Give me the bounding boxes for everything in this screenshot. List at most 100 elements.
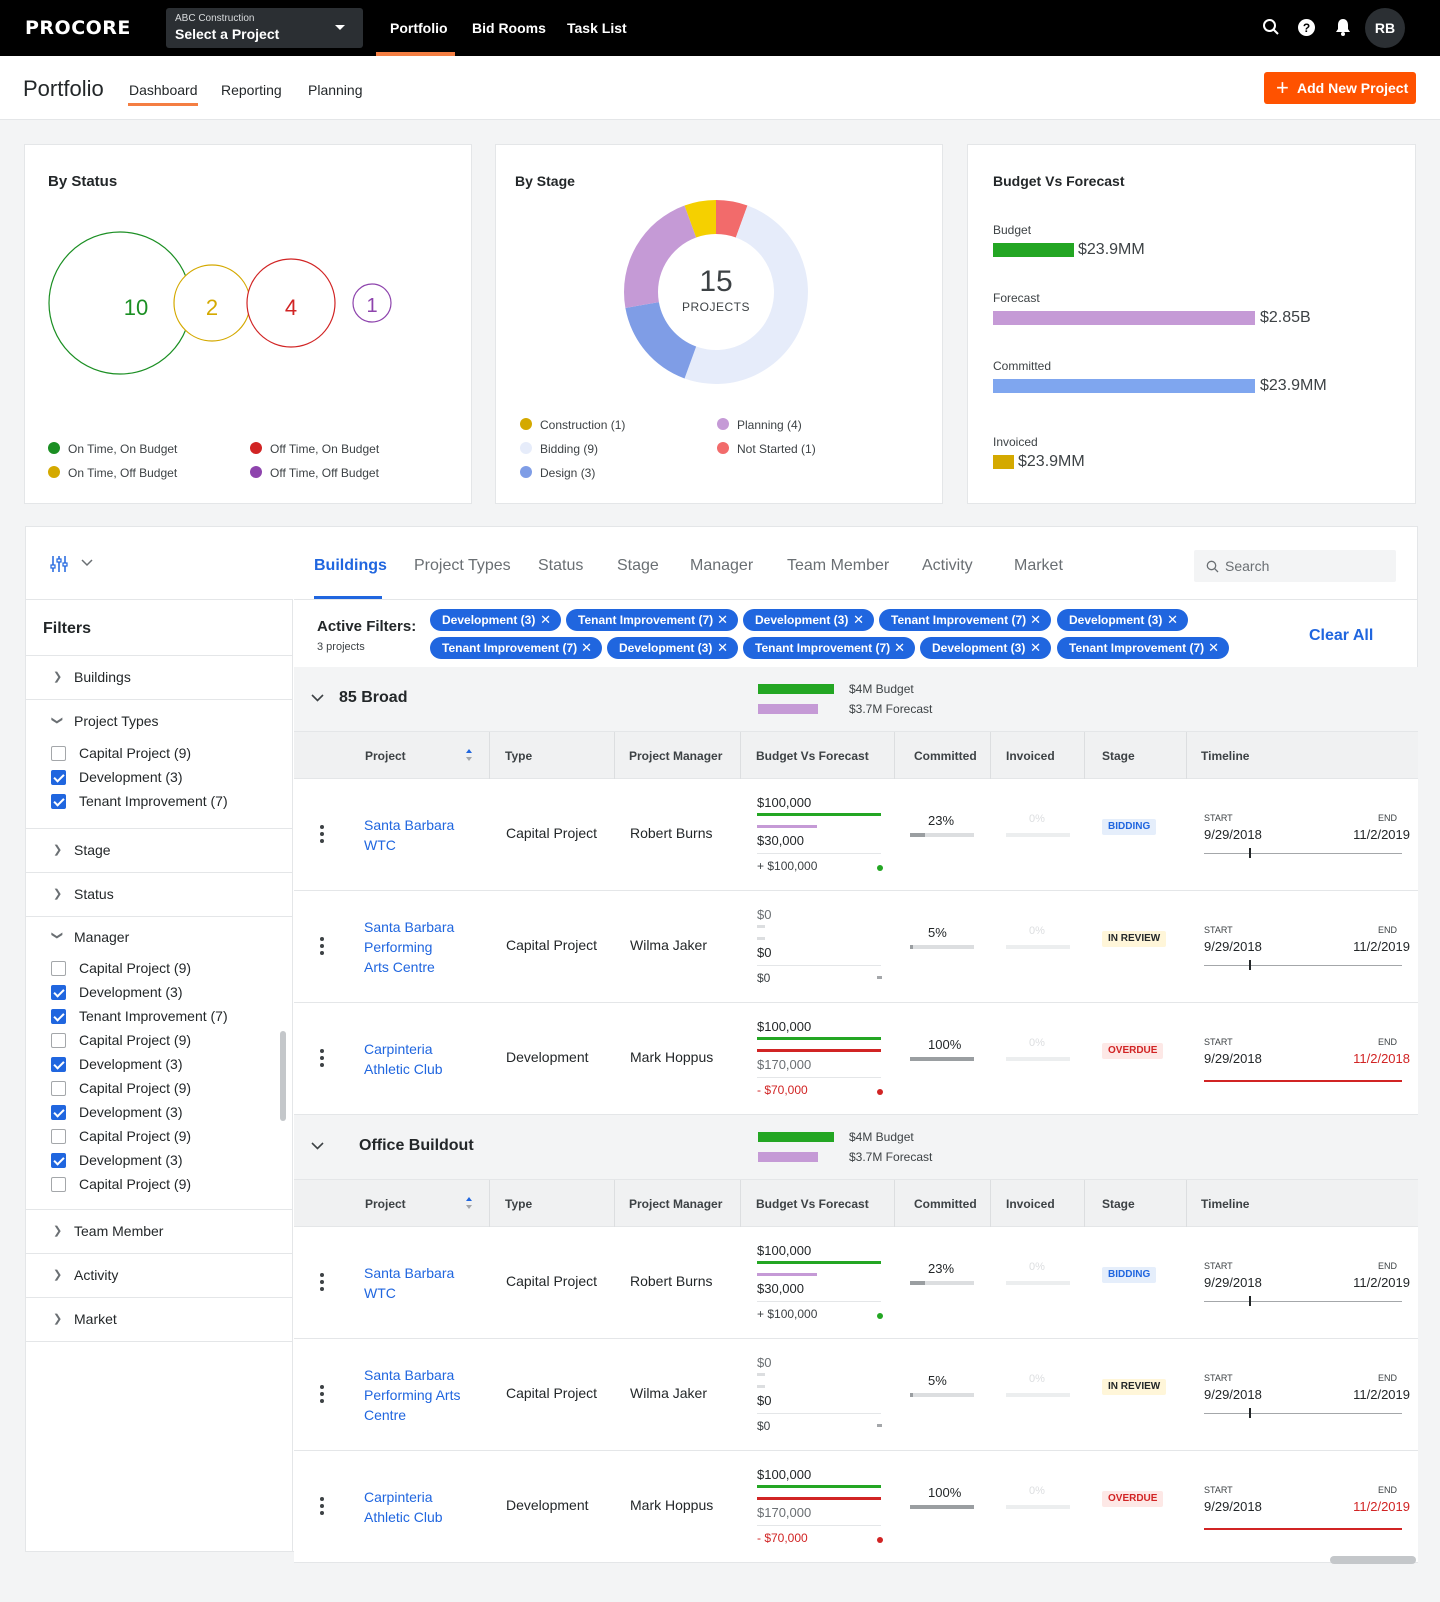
- filter-chip[interactable]: Tenant Improvement (7) ✕: [430, 637, 602, 659]
- filter-chip[interactable]: Development (3) ✕: [743, 609, 874, 631]
- nav-bid-rooms[interactable]: Bid Rooms: [472, 20, 546, 36]
- sort-icon[interactable]: [465, 748, 473, 762]
- filter-chip[interactable]: Tenant Improvement (7) ✕: [879, 609, 1051, 631]
- filter-chip[interactable]: Development (3) ✕: [920, 637, 1051, 659]
- column-header[interactable]: Timeline: [1201, 749, 1250, 763]
- checkbox-checked[interactable]: [51, 985, 66, 1000]
- tab-buildings[interactable]: Buildings: [314, 557, 387, 574]
- tab-dashboard[interactable]: Dashboard: [129, 82, 198, 98]
- nav-task-list[interactable]: Task List: [567, 20, 627, 36]
- close-icon[interactable]: ✕: [581, 640, 592, 655]
- project-link[interactable]: Santa Barbara WTC: [364, 815, 479, 855]
- column-header[interactable]: Committed: [914, 1197, 977, 1211]
- filter-chip[interactable]: Development (3) ✕: [1057, 609, 1188, 631]
- checkbox-checked[interactable]: [51, 770, 66, 785]
- column-header[interactable]: Invoiced: [1006, 1197, 1055, 1211]
- tab-planning[interactable]: Planning: [308, 82, 363, 98]
- tab-team-member[interactable]: Team Member: [787, 557, 890, 574]
- close-icon[interactable]: ✕: [1208, 640, 1219, 655]
- column-header[interactable]: Type: [505, 749, 533, 763]
- column-header[interactable]: Stage: [1102, 749, 1135, 763]
- tab-status[interactable]: Status: [538, 557, 584, 574]
- filter-section-team-member[interactable]: ❯ Team Member: [26, 1210, 293, 1254]
- column-header[interactable]: Committed: [914, 749, 977, 763]
- filter-section-label[interactable]: Project Types: [74, 713, 159, 729]
- checkbox-checked[interactable]: [51, 1153, 66, 1168]
- project-link[interactable]: Carpinteria Athletic Club: [364, 1487, 479, 1527]
- filter-chip[interactable]: Tenant Improvement (7) ✕: [566, 609, 738, 631]
- close-icon[interactable]: ✕: [717, 640, 728, 655]
- tab-reporting[interactable]: Reporting: [221, 82, 282, 98]
- nav-portfolio[interactable]: Portfolio: [390, 20, 448, 36]
- more-actions-icon[interactable]: [320, 1049, 324, 1070]
- close-icon[interactable]: ✕: [853, 612, 864, 627]
- filter-section-buildings[interactable]: ❯ Buildings: [26, 656, 293, 700]
- building-group-header[interactable]: Office Buildout $4M Budget $3.7M Forecas…: [294, 1115, 1418, 1179]
- project-link[interactable]: Santa Barbara Performing Arts Centre: [364, 917, 479, 977]
- chevron-down-icon[interactable]: ❯: [51, 715, 64, 726]
- column-header[interactable]: Project: [365, 749, 406, 763]
- filter-section-stage[interactable]: ❯ Stage: [26, 829, 293, 873]
- filter-section-label[interactable]: Manager: [74, 929, 130, 945]
- checkbox[interactable]: [51, 1033, 66, 1048]
- column-header[interactable]: Budget Vs Forecast: [756, 749, 869, 763]
- chevron-down-icon[interactable]: ❯: [51, 930, 64, 941]
- add-new-project-button[interactable]: + Add New Project: [1264, 72, 1416, 104]
- project-link[interactable]: Santa Barbara WTC: [364, 1263, 479, 1303]
- chevron-down-icon[interactable]: [311, 1142, 324, 1150]
- filter-section-activity[interactable]: ❯ Activity: [26, 1254, 293, 1298]
- column-header[interactable]: Invoiced: [1006, 749, 1055, 763]
- checkbox-checked[interactable]: [51, 794, 66, 809]
- column-header[interactable]: Type: [505, 1197, 533, 1211]
- building-group-header[interactable]: 85 Broad $4M Budget $3.7M Forecast: [294, 667, 1418, 731]
- chevron-down-icon[interactable]: [81, 559, 93, 567]
- search-input[interactable]: Search: [1194, 550, 1396, 582]
- close-icon[interactable]: ✕: [894, 640, 905, 655]
- checkbox-checked[interactable]: [51, 1105, 66, 1120]
- project-link[interactable]: Santa Barbara Performing Arts Centre: [364, 1365, 479, 1425]
- more-actions-icon[interactable]: [320, 937, 324, 958]
- filter-settings-icon[interactable]: [50, 555, 68, 573]
- tab-stage[interactable]: Stage: [617, 557, 659, 574]
- project-select[interactable]: ABC Construction Select a Project: [166, 8, 363, 48]
- filter-chip[interactable]: Tenant Improvement (7) ✕: [1057, 637, 1229, 659]
- close-icon[interactable]: ✕: [540, 612, 551, 627]
- project-link[interactable]: Carpinteria Athletic Club: [364, 1039, 479, 1079]
- procore-logo[interactable]: PROCORE: [25, 17, 131, 39]
- clear-all-link[interactable]: Clear All: [1309, 627, 1374, 644]
- tab-activity[interactable]: Activity: [922, 557, 973, 574]
- checkbox[interactable]: [51, 1177, 66, 1192]
- chevron-down-icon[interactable]: [311, 694, 324, 702]
- search-icon[interactable]: [1262, 18, 1280, 36]
- column-header[interactable]: Timeline: [1201, 1197, 1250, 1211]
- column-header[interactable]: Project: [365, 1197, 406, 1211]
- checkbox[interactable]: [51, 961, 66, 976]
- user-avatar[interactable]: RB: [1365, 8, 1405, 48]
- checkbox[interactable]: [51, 1081, 66, 1096]
- more-actions-icon[interactable]: [320, 825, 324, 846]
- filter-chip[interactable]: Development (3) ✕: [607, 637, 738, 659]
- checkbox-checked[interactable]: [51, 1009, 66, 1024]
- checkbox[interactable]: [51, 1129, 66, 1144]
- close-icon[interactable]: ✕: [717, 612, 728, 627]
- checkbox-checked[interactable]: [51, 1057, 66, 1072]
- filter-chip[interactable]: Development (3) ✕: [430, 609, 561, 631]
- more-actions-icon[interactable]: [320, 1385, 324, 1406]
- help-icon[interactable]: ?: [1298, 19, 1315, 36]
- column-header[interactable]: Stage: [1102, 1197, 1135, 1211]
- filter-section-status[interactable]: ❯ Status: [26, 873, 293, 917]
- filters-scrollbar[interactable]: [280, 1031, 286, 1121]
- filter-chip[interactable]: Tenant Improvement (7) ✕: [743, 637, 915, 659]
- column-header[interactable]: Project Manager: [629, 1197, 723, 1211]
- horizontal-scrollbar[interactable]: [1330, 1556, 1416, 1564]
- close-icon[interactable]: ✕: [1030, 640, 1041, 655]
- filter-section-market[interactable]: ❯ Market: [26, 1298, 293, 1342]
- column-header[interactable]: Project Manager: [629, 749, 723, 763]
- close-icon[interactable]: ✕: [1167, 612, 1178, 627]
- sort-icon[interactable]: [465, 1196, 473, 1210]
- column-header[interactable]: Budget Vs Forecast: [756, 1197, 869, 1211]
- bell-icon[interactable]: [1335, 18, 1351, 36]
- checkbox[interactable]: [51, 746, 66, 761]
- more-actions-icon[interactable]: [320, 1273, 324, 1294]
- tab-market[interactable]: Market: [1014, 557, 1063, 574]
